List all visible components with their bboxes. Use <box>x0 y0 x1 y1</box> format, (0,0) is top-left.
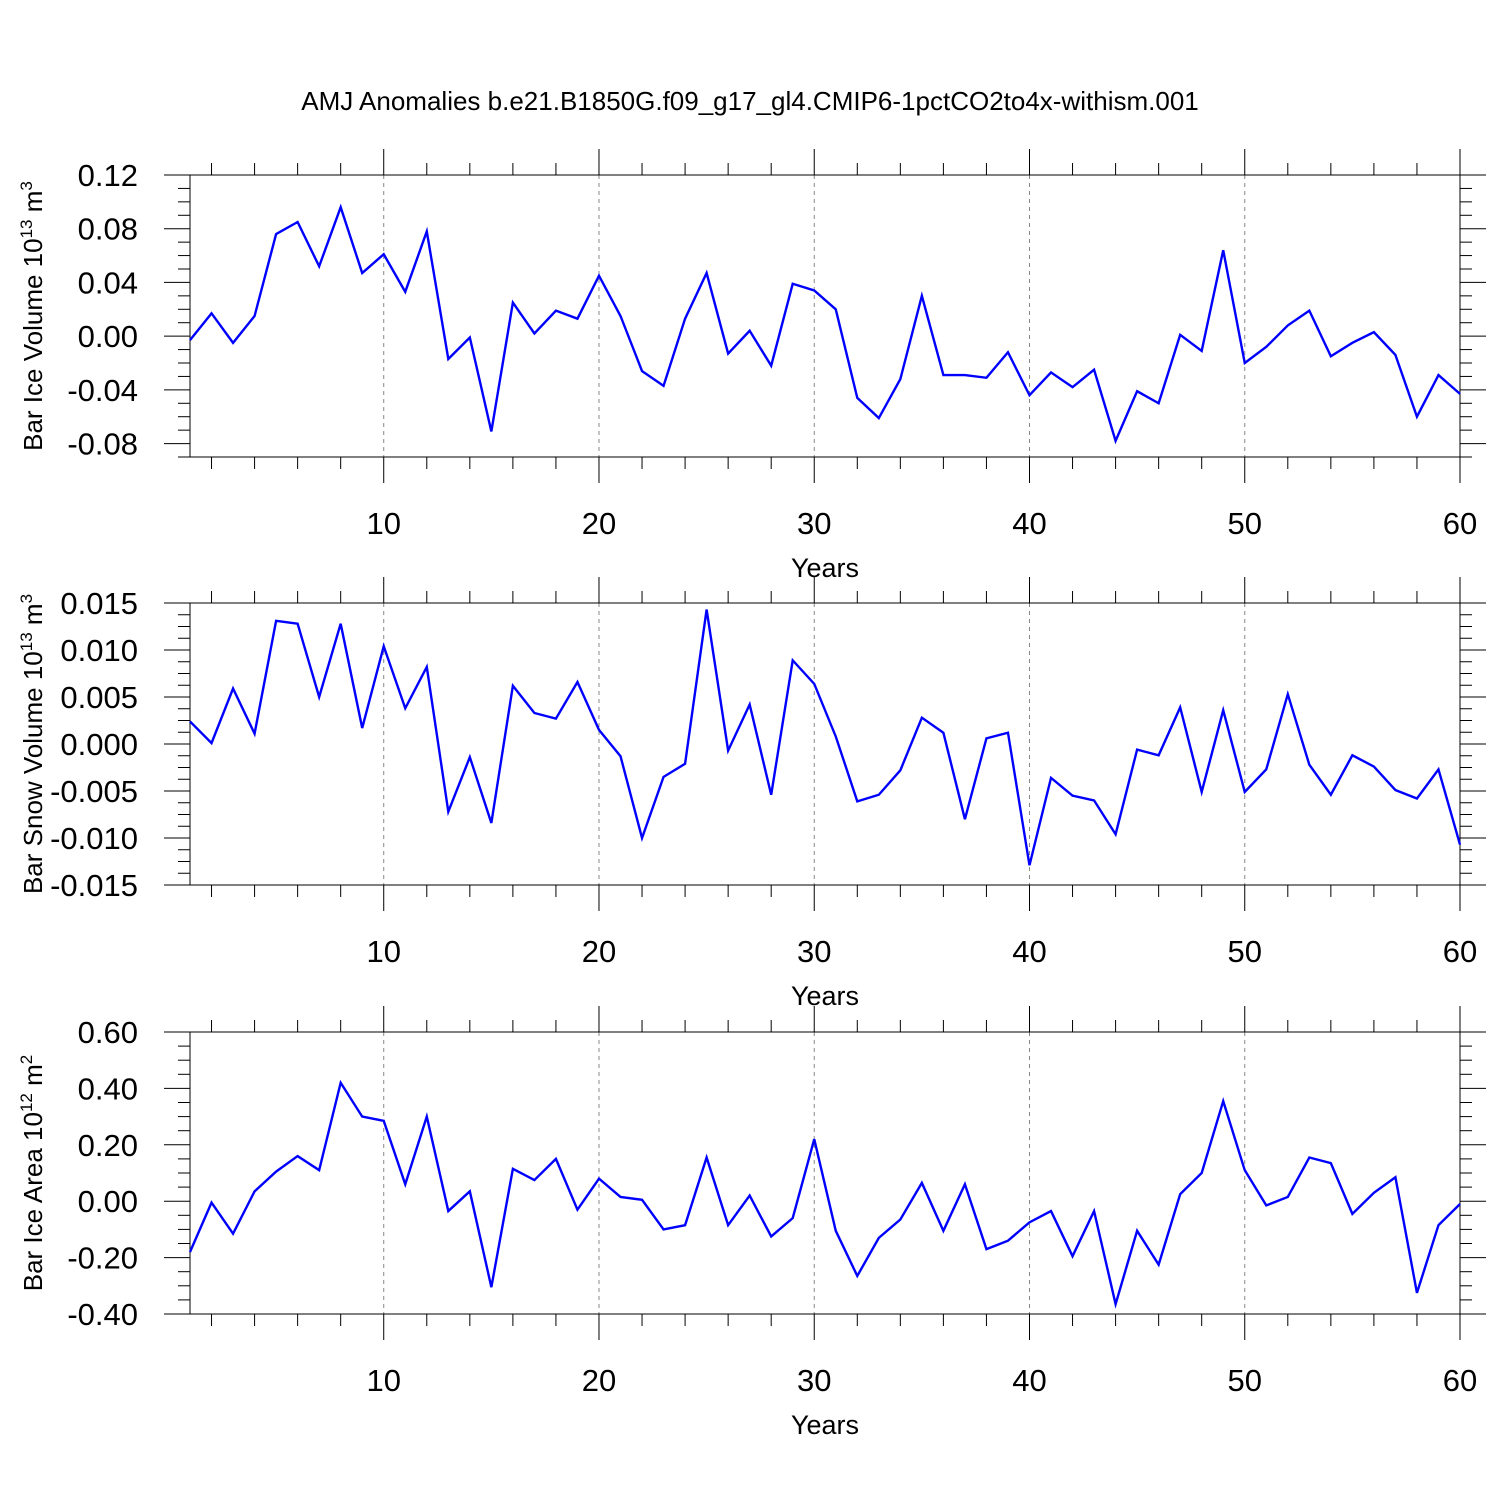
chart3-frame <box>189 1031 1461 1315</box>
chart3-x-tick-label: 40 <box>1012 1363 1046 1398</box>
chart1-x-axis-title: Years <box>791 553 859 583</box>
chart2-x-tick-label: 30 <box>797 934 831 969</box>
chart1-x-tick-label: 10 <box>366 506 400 541</box>
chart3-x-tick-label: 50 <box>1228 1363 1262 1398</box>
chart2-x-axis-title: Years <box>791 981 859 1011</box>
chart2-y-tick-label: 0.015 <box>60 586 138 621</box>
chart1-y-tick-label: 0.08 <box>78 212 138 247</box>
chart1-frame <box>189 174 1461 458</box>
chart1-y-tick-label: 0.00 <box>78 319 138 354</box>
chart2-y-axis-title: Bar Snow Volume 1013 m3 <box>17 594 48 894</box>
chart3-y-axis-title: Bar Ice Area 1012 m2 <box>17 1055 48 1292</box>
chart2-x-tick-label: 20 <box>582 934 616 969</box>
chart2-x-tick-label: 60 <box>1443 934 1477 969</box>
chart3-y-tick-label: 0.60 <box>78 1015 138 1050</box>
chart2-x-tick-label: 50 <box>1228 934 1262 969</box>
chart1-y-tick-label: 0.04 <box>78 265 138 300</box>
chart2-y-tick-label: -0.010 <box>50 821 138 856</box>
chart2-y-tick-label: 0.010 <box>60 633 138 668</box>
chart1-y-axis-title: Bar Ice Volume 1013 m3 <box>17 181 48 451</box>
chart1-x-tick-label: 60 <box>1443 506 1477 541</box>
chart2-x-tick-label: 40 <box>1012 934 1046 969</box>
chart3-y-tick-label: -0.40 <box>67 1297 138 1332</box>
chart1-y-tick-label: 0.12 <box>78 158 138 193</box>
chart3-series-line <box>188 1079 1461 1309</box>
chart1-y-tick-label: -0.04 <box>67 373 138 408</box>
chart3-y-tick-label: 0.40 <box>78 1071 138 1106</box>
chart3-x-tick-label: 10 <box>366 1363 400 1398</box>
chart3-x-tick-label: 30 <box>797 1363 831 1398</box>
chart2-frame <box>189 602 1461 886</box>
chart3-y-tick-label: 0.20 <box>78 1128 138 1163</box>
chart3-x-tick-label: 20 <box>582 1363 616 1398</box>
chart2-y-tick-label: -0.005 <box>50 774 138 809</box>
chart-title: AMJ Anomalies b.e21.B1850G.f09_g17_gl4.C… <box>301 86 1199 116</box>
chart1-x-tick-label: 20 <box>582 506 616 541</box>
chart3-y-tick-label: 0.00 <box>78 1184 138 1219</box>
chart1-series-line <box>189 203 1461 445</box>
chart1-y-tick-label: -0.08 <box>67 427 138 462</box>
chart3-x-axis-title: Years <box>791 1410 859 1440</box>
chart1-x-tick-label: 30 <box>797 506 831 541</box>
chart2-x-tick-label: 10 <box>366 934 400 969</box>
chart2-series-line <box>189 609 1462 866</box>
chart1-x-tick-label: 40 <box>1012 506 1046 541</box>
chart3-x-tick-label: 60 <box>1443 1363 1477 1398</box>
chart2-y-tick-label: 0.000 <box>60 727 138 762</box>
chart2-y-tick-label: -0.015 <box>50 868 138 903</box>
chart3-y-tick-label: -0.20 <box>67 1241 138 1276</box>
chart2-y-tick-label: 0.005 <box>60 680 138 715</box>
chart1-x-tick-label: 50 <box>1228 506 1262 541</box>
